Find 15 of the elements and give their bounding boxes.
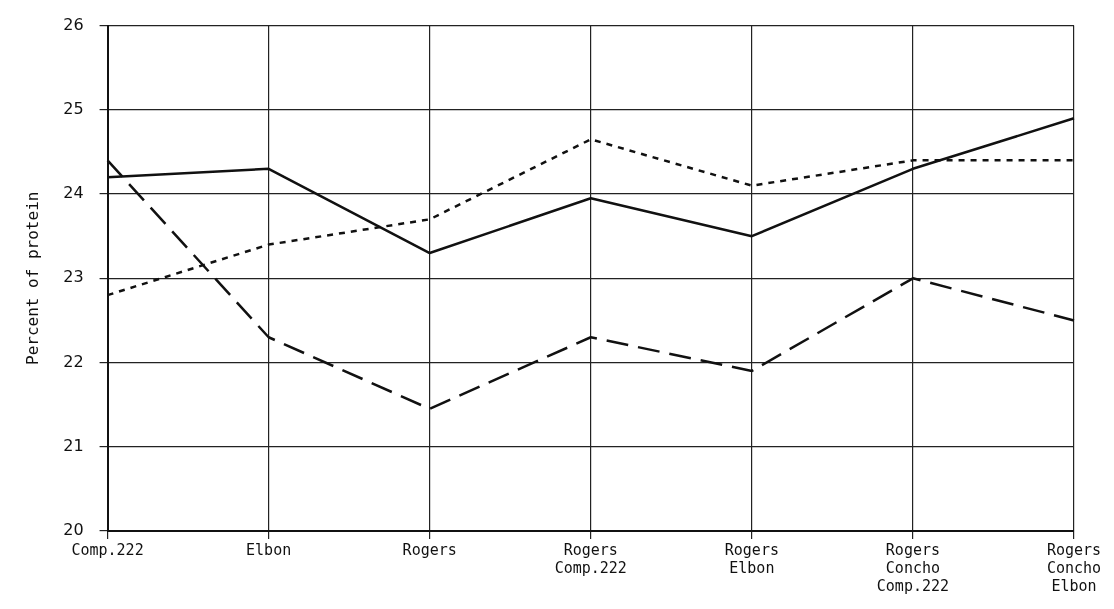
x-tick-label: Elbon xyxy=(246,540,292,559)
x-tick-label: Comp.222 xyxy=(71,540,144,559)
y-tick-label: 23 xyxy=(63,267,84,287)
y-axis-title: Percent of protein xyxy=(22,191,42,365)
y-tick-label: 26 xyxy=(63,14,84,34)
y-tick-label: 24 xyxy=(63,183,84,203)
y-tick-label: 21 xyxy=(63,435,84,455)
y-tick-label: 25 xyxy=(63,98,84,118)
x-tick-label: Rogers Concho Comp.222 xyxy=(876,540,950,595)
y-tick-label: 20 xyxy=(63,520,84,540)
x-tick-label: Rogers Elbon xyxy=(724,540,779,577)
y-tick-label: 22 xyxy=(63,351,84,371)
x-tick-label: Rogers Concho Elbon xyxy=(1046,540,1102,595)
x-tick-label: Rogers xyxy=(402,540,457,559)
x-tick-label: Rogers Comp.222 xyxy=(554,540,627,577)
